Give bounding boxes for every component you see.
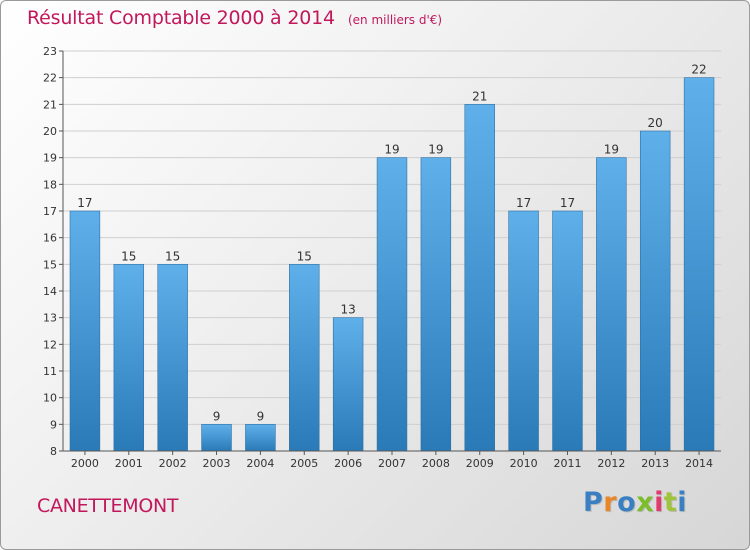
- y-tick-label: 20: [43, 125, 57, 138]
- bar: [113, 264, 145, 452]
- logo-letter: o: [617, 487, 637, 518]
- logo-letter: i: [654, 487, 664, 518]
- y-tick-label: 22: [43, 72, 57, 85]
- y-tick-label: 17: [43, 205, 57, 218]
- x-tick-label: 2007: [378, 457, 406, 470]
- bar-value-label: 19: [604, 143, 619, 157]
- x-tick-label: 2010: [510, 457, 538, 470]
- y-tick-label: 12: [43, 338, 57, 351]
- bar: [157, 264, 188, 452]
- bar: [639, 130, 671, 452]
- logo-letter: t: [663, 487, 678, 518]
- bar-value-label: 19: [428, 143, 443, 157]
- x-tick-label: 2003: [203, 457, 231, 470]
- bar-value-label: 15: [297, 249, 312, 263]
- bar: [683, 77, 715, 452]
- bar-value-label: 21: [472, 89, 487, 103]
- x-tick-label: 2002: [159, 457, 187, 470]
- y-tick-label: 8: [50, 445, 57, 458]
- chart-subtitle: (en milliers d'€): [347, 13, 443, 27]
- y-tick-label: 16: [43, 232, 57, 245]
- bar-value-label: 17: [516, 196, 531, 210]
- y-tick-label: 15: [43, 258, 57, 271]
- bar-value-label: 15: [121, 249, 136, 263]
- bar-value-label: 19: [384, 143, 399, 157]
- bar-value-label: 17: [560, 196, 575, 210]
- y-tick-label: 18: [43, 178, 57, 191]
- bar: [552, 210, 583, 452]
- proxiti-logo: Proxiti: [583, 487, 687, 518]
- bar: [289, 264, 320, 452]
- bar-value-label: 20: [648, 116, 663, 130]
- bar: [245, 424, 276, 452]
- bar-value-label: 13: [340, 303, 355, 317]
- bar-value-label: 15: [165, 249, 180, 263]
- bar-value-label: 9: [213, 409, 221, 423]
- x-tick-label: 2001: [115, 457, 143, 470]
- y-tick-label: 23: [43, 45, 57, 58]
- bar: [596, 157, 627, 452]
- x-tick-label: 2005: [290, 457, 318, 470]
- y-tick-label: 10: [43, 392, 57, 405]
- y-tick-label: 11: [43, 365, 57, 378]
- bar: [332, 317, 364, 452]
- x-tick-label: 2012: [597, 457, 625, 470]
- bar: [464, 104, 495, 452]
- bar: [201, 424, 232, 452]
- y-tick-label: 19: [43, 152, 57, 165]
- y-tick-label: 21: [43, 98, 57, 111]
- logo-letter: x: [636, 487, 655, 518]
- x-tick-label: 2008: [422, 457, 450, 470]
- logo-letter: i: [677, 487, 688, 518]
- y-tick-label: 14: [43, 285, 57, 298]
- logo-letter: P: [583, 487, 604, 518]
- bar-value-label: 9: [257, 409, 265, 423]
- chart-title: Résultat Comptable 2000 à 2014: [27, 7, 335, 29]
- bar-value-label: 22: [691, 63, 706, 77]
- commune-name: CANETTEMONT: [37, 495, 179, 517]
- bar: [69, 210, 101, 452]
- x-tick-label: 2006: [334, 457, 362, 470]
- x-tick-label: 2011: [553, 457, 581, 470]
- x-tick-label: 2009: [466, 457, 494, 470]
- bar: [508, 210, 539, 452]
- logo-letter: r: [603, 487, 618, 518]
- title-row: Résultat Comptable 2000 à 2014 (en milli…: [27, 7, 442, 29]
- x-tick-label: 2013: [641, 457, 669, 470]
- y-tick-label: 13: [43, 312, 57, 325]
- y-tick-label: 9: [50, 418, 57, 431]
- x-tick-label: 2004: [246, 457, 274, 470]
- x-tick-label: 2000: [71, 457, 99, 470]
- bar-value-label: 17: [77, 196, 92, 210]
- x-tick-label: 2014: [685, 457, 713, 470]
- bar: [376, 157, 408, 452]
- bar: [420, 157, 452, 452]
